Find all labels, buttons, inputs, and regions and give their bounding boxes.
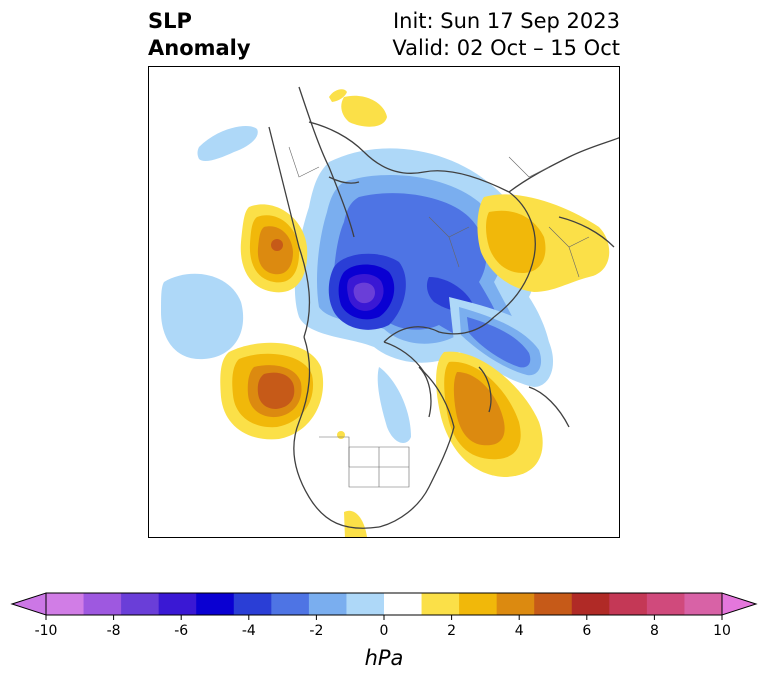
colorbar-bin <box>459 593 498 615</box>
anomaly-contours <box>161 89 610 537</box>
colorbar-units: hPa <box>364 646 404 670</box>
north-pacific-high <box>220 342 324 440</box>
chart-title: SLP Anomaly <box>148 8 251 62</box>
colorbar-bin <box>496 593 535 615</box>
colorbar-bin <box>384 593 423 615</box>
east-asia-high <box>240 204 308 293</box>
colorbar-bin <box>534 593 573 615</box>
colorbar-bin <box>233 593 272 615</box>
colorbar-bin <box>421 593 460 615</box>
colorbar-bin <box>571 593 610 615</box>
colorbar-bin <box>308 593 347 615</box>
colorbar-tick-label: 4 <box>515 623 524 639</box>
colorbar-tick-label: -10 <box>35 623 58 639</box>
valid-period: Init: Sun 17 Sep 2023 Valid: 02 Oct – 15… <box>392 8 620 62</box>
colorbar-tick-label: 8 <box>650 623 659 639</box>
coastlines <box>268 86 619 529</box>
colorbar-under-arrow <box>10 592 47 616</box>
colorbar-tick-label: 10 <box>713 623 731 639</box>
colorbar-tick-label: -6 <box>174 623 188 639</box>
colorbar-over-arrow <box>721 592 758 616</box>
colorbar-tick-label: -8 <box>107 623 121 639</box>
colorbar-bin <box>684 593 723 615</box>
colorbar-bin <box>646 593 685 615</box>
colorbar-tick-label: -4 <box>242 623 256 639</box>
colorbar-bin <box>346 593 385 615</box>
central-pacific-low <box>161 273 244 360</box>
colorbar-tick-label: -2 <box>309 623 323 639</box>
map-panel <box>148 66 620 538</box>
colorbar-tick-label: 0 <box>380 623 389 639</box>
colorbar-bin <box>271 593 310 615</box>
colorbar-bin <box>121 593 160 615</box>
colorbar-bin <box>158 593 197 615</box>
colorbar-tick-label: 6 <box>582 623 591 639</box>
title-line-1: SLP <box>148 9 192 33</box>
valid-range: Valid: 02 Oct – 15 Oct <box>392 36 620 60</box>
north-atlantic-high <box>436 351 543 477</box>
colorbar-bin <box>46 593 85 615</box>
colorbar-bin <box>83 593 122 615</box>
anomaly-map <box>161 86 619 537</box>
europe-high <box>477 194 610 292</box>
colorbar: -10 -8 -6 -4 -2 0 2 4 6 8 10 <box>10 592 758 639</box>
colorbar-tick-label: 2 <box>447 623 456 639</box>
colorbar-bin <box>609 593 648 615</box>
init-date: Init: Sun 17 Sep 2023 <box>392 9 620 33</box>
title-line-2: Anomaly <box>148 36 251 60</box>
political-borders <box>288 146 590 488</box>
colorbar-bin <box>196 593 235 615</box>
